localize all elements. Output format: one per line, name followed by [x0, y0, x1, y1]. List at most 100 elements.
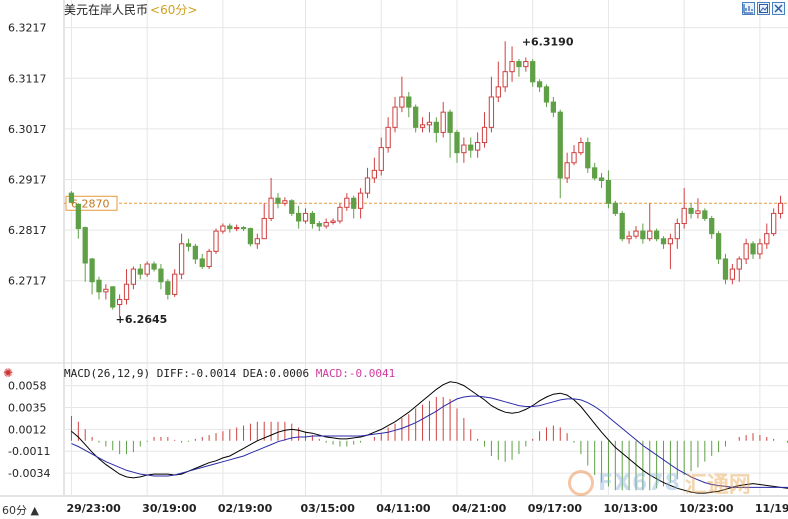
candle-body [227, 225, 233, 230]
candle-body [729, 268, 735, 280]
candle-body [468, 144, 474, 151]
price-tick-label: 6.2917 [8, 173, 47, 186]
candle-body [392, 106, 398, 128]
price-tick-label: 6.2817 [8, 224, 47, 237]
candle-body [709, 217, 715, 235]
candle-body [254, 238, 260, 245]
candle-body [447, 111, 453, 133]
price-tick-label: 6.2717 [8, 275, 47, 288]
time-tick-label: 04/21:00 [452, 502, 507, 515]
candle-body [130, 268, 137, 285]
candle-body [571, 152, 577, 164]
candle-body [481, 126, 488, 144]
candle-body [75, 203, 81, 230]
candle-body [206, 250, 212, 268]
time-tick-label: 04/11:00 [376, 502, 431, 515]
candle-body [199, 258, 205, 268]
price-tick-label: 6.3117 [8, 72, 47, 85]
macd-tick-label: -0.0034 [8, 467, 50, 480]
candle-body [419, 124, 426, 128]
candle-body [240, 227, 247, 230]
candle-body [536, 81, 543, 88]
macd-label: MACD: [315, 367, 349, 380]
candle-body [633, 230, 639, 237]
watermark-text: FX678 [598, 470, 681, 496]
candle-body [660, 238, 667, 245]
time-tick-label: 10/23:00 [679, 502, 734, 515]
candle-body [261, 217, 267, 240]
time-tick-label: 03/15:00 [301, 502, 356, 515]
candle-body [550, 101, 556, 113]
candle-body [440, 111, 446, 133]
candle-body [364, 177, 371, 194]
price-tick-label: 6.3217 [8, 22, 47, 35]
candle-body [667, 238, 674, 245]
period-selector-label: 60分 [2, 504, 27, 517]
candle-body [695, 210, 701, 214]
chart-icon[interactable] [742, 2, 755, 15]
dea-line [71, 395, 788, 488]
settings-icon[interactable]: ✺ [3, 366, 14, 380]
candle-body [433, 121, 439, 133]
candle-body [640, 230, 646, 240]
dea-value: 0.0006 [269, 367, 310, 380]
candle-body [82, 227, 88, 264]
high-annotation: +6.3190 [522, 35, 574, 48]
candle-body [220, 225, 226, 232]
candle-body [592, 167, 598, 179]
macd-value: -0.0041 [348, 367, 396, 380]
candle-body [192, 245, 198, 260]
candle-body [89, 258, 95, 283]
candle-body [516, 61, 522, 68]
candle-body [296, 212, 302, 222]
period-selector[interactable]: 60分 ▲ [2, 502, 39, 518]
candle-body [316, 223, 322, 227]
candle-body [743, 243, 749, 260]
candle-body [213, 230, 219, 252]
diff-label: DIFF: [156, 367, 190, 380]
candle-body [722, 258, 729, 280]
candle-body [654, 230, 660, 240]
candle-body [68, 192, 75, 203]
candle-body [406, 96, 412, 108]
candle-body [385, 126, 391, 149]
candle-body [475, 142, 481, 151]
candle-body [626, 235, 632, 240]
time-tick-label: 29/23:00 [66, 502, 121, 515]
candle-body [750, 243, 756, 255]
dea-label: DEA: [242, 367, 270, 380]
candle-body [137, 268, 143, 275]
candle-body [275, 197, 281, 204]
candle-body [612, 202, 618, 214]
candle-body [337, 206, 343, 222]
candle-body [578, 142, 584, 154]
candle-body [488, 96, 495, 128]
time-tick-label: 11/19:00 [755, 502, 788, 515]
candle-body [371, 169, 377, 179]
time-tick-label: 10/13:00 [603, 502, 658, 515]
candle-body [757, 243, 763, 255]
close-icon[interactable] [772, 2, 785, 15]
candle-body [702, 210, 708, 219]
diff-value: -0.0014 [189, 367, 237, 380]
watermark-text-cn: 汇通网 [684, 473, 751, 498]
candle-body [619, 212, 625, 240]
candle-body [543, 86, 550, 103]
candle-body [764, 233, 770, 245]
macd-legend: MACD(26,12,9) DIFF:-0.0014 DEA:0.0006 MA… [64, 367, 395, 380]
time-tick-label: 02/19:00 [218, 502, 273, 515]
candle-body [530, 61, 536, 83]
candle-body [736, 258, 742, 270]
candle-body [647, 230, 653, 240]
image-icon[interactable] [757, 2, 770, 15]
candle-body [234, 227, 240, 230]
candle-body [309, 212, 316, 225]
macd-tick-label: -0.0011 [8, 445, 50, 458]
candle-body [144, 263, 150, 275]
time-tick-label: 09/17:00 [528, 502, 583, 515]
macd-name: MACD(26,12,9) [64, 367, 151, 380]
period-label: <60分> [150, 3, 198, 17]
chart-header: 美元在岸人民币 <60分> [64, 1, 197, 18]
candle-body [351, 197, 357, 209]
